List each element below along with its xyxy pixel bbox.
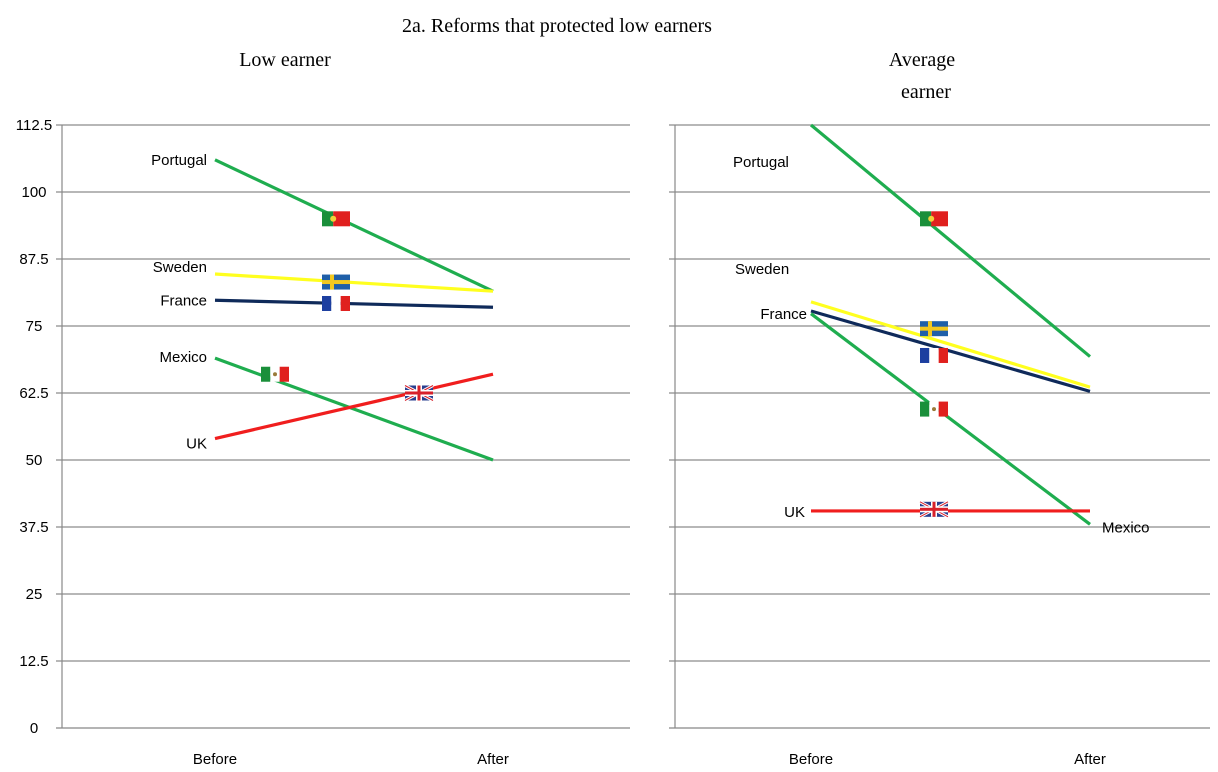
series-line-mexico bbox=[810, 312, 1091, 526]
mexico-flag-icon bbox=[920, 401, 948, 417]
series-label-france: France bbox=[760, 306, 807, 323]
x-tick-label-before: Before bbox=[789, 751, 833, 768]
y-tick-label: 100 bbox=[21, 184, 46, 201]
series-label-sweden: Sweden bbox=[735, 261, 789, 278]
series-label-mexico: Mexico bbox=[1102, 519, 1150, 536]
right-chart-title-line2: earner bbox=[901, 81, 951, 103]
series-line-uk bbox=[214, 372, 494, 441]
x-tick-label-after: After bbox=[477, 751, 509, 768]
series-line-portugal bbox=[214, 158, 494, 293]
y-tick-label: 87.5 bbox=[19, 251, 48, 268]
france-flag-icon bbox=[322, 295, 350, 311]
series-label-sweden: Sweden bbox=[153, 259, 207, 276]
y-tick-label: 12.5 bbox=[19, 653, 48, 670]
sweden-flag-icon bbox=[920, 321, 948, 337]
series-line-portugal bbox=[809, 123, 1092, 358]
series-label-portugal: Portugal bbox=[151, 152, 207, 169]
y-tick-label: 112.5 bbox=[16, 117, 52, 134]
series-line-mexico bbox=[214, 356, 494, 462]
series-line-france bbox=[214, 298, 494, 309]
portugal-flag-icon bbox=[322, 211, 350, 227]
figure-title: 2a. Reforms that protected low earners bbox=[402, 15, 712, 37]
series-line-sweden bbox=[810, 300, 1091, 389]
series-label-uk: UK bbox=[186, 436, 207, 453]
y-tick-label: 75 bbox=[26, 318, 43, 335]
x-tick-label-after: After bbox=[1074, 751, 1106, 768]
y-tick-label: 37.5 bbox=[19, 519, 48, 536]
sweden-flag-icon bbox=[322, 274, 350, 290]
series-label-uk: UK bbox=[784, 504, 805, 521]
y-tick-label: 0 bbox=[30, 720, 38, 737]
y-tick-label: 62.5 bbox=[19, 385, 48, 402]
uk-flag-icon bbox=[404, 384, 434, 402]
uk-flag-icon bbox=[919, 500, 949, 519]
mexico-flag-icon bbox=[261, 366, 289, 382]
y-tick-label: 25 bbox=[26, 586, 43, 603]
y-tick-label: 50 bbox=[26, 452, 43, 469]
x-tick-label-before: Before bbox=[193, 751, 237, 768]
series-label-mexico: Mexico bbox=[159, 349, 207, 366]
low-earner-chart: 0 12.5 25 37.5 50 62.5 75 87.5 100 112.5 Before Aft… bbox=[16, 117, 630, 768]
right-chart-title-line1: Average bbox=[889, 49, 955, 71]
series-line-france bbox=[810, 309, 1091, 393]
france-flag-icon bbox=[920, 347, 948, 363]
series-label-portugal: Portugal bbox=[733, 154, 789, 171]
left-chart-title: Low earner bbox=[239, 49, 331, 71]
portugal-flag-icon bbox=[920, 211, 948, 227]
series-line-sweden bbox=[214, 272, 494, 293]
series-label-france: France bbox=[160, 292, 207, 309]
average-earner-chart: Before After Portugal Sweden France Mexico UK bbox=[669, 123, 1210, 768]
